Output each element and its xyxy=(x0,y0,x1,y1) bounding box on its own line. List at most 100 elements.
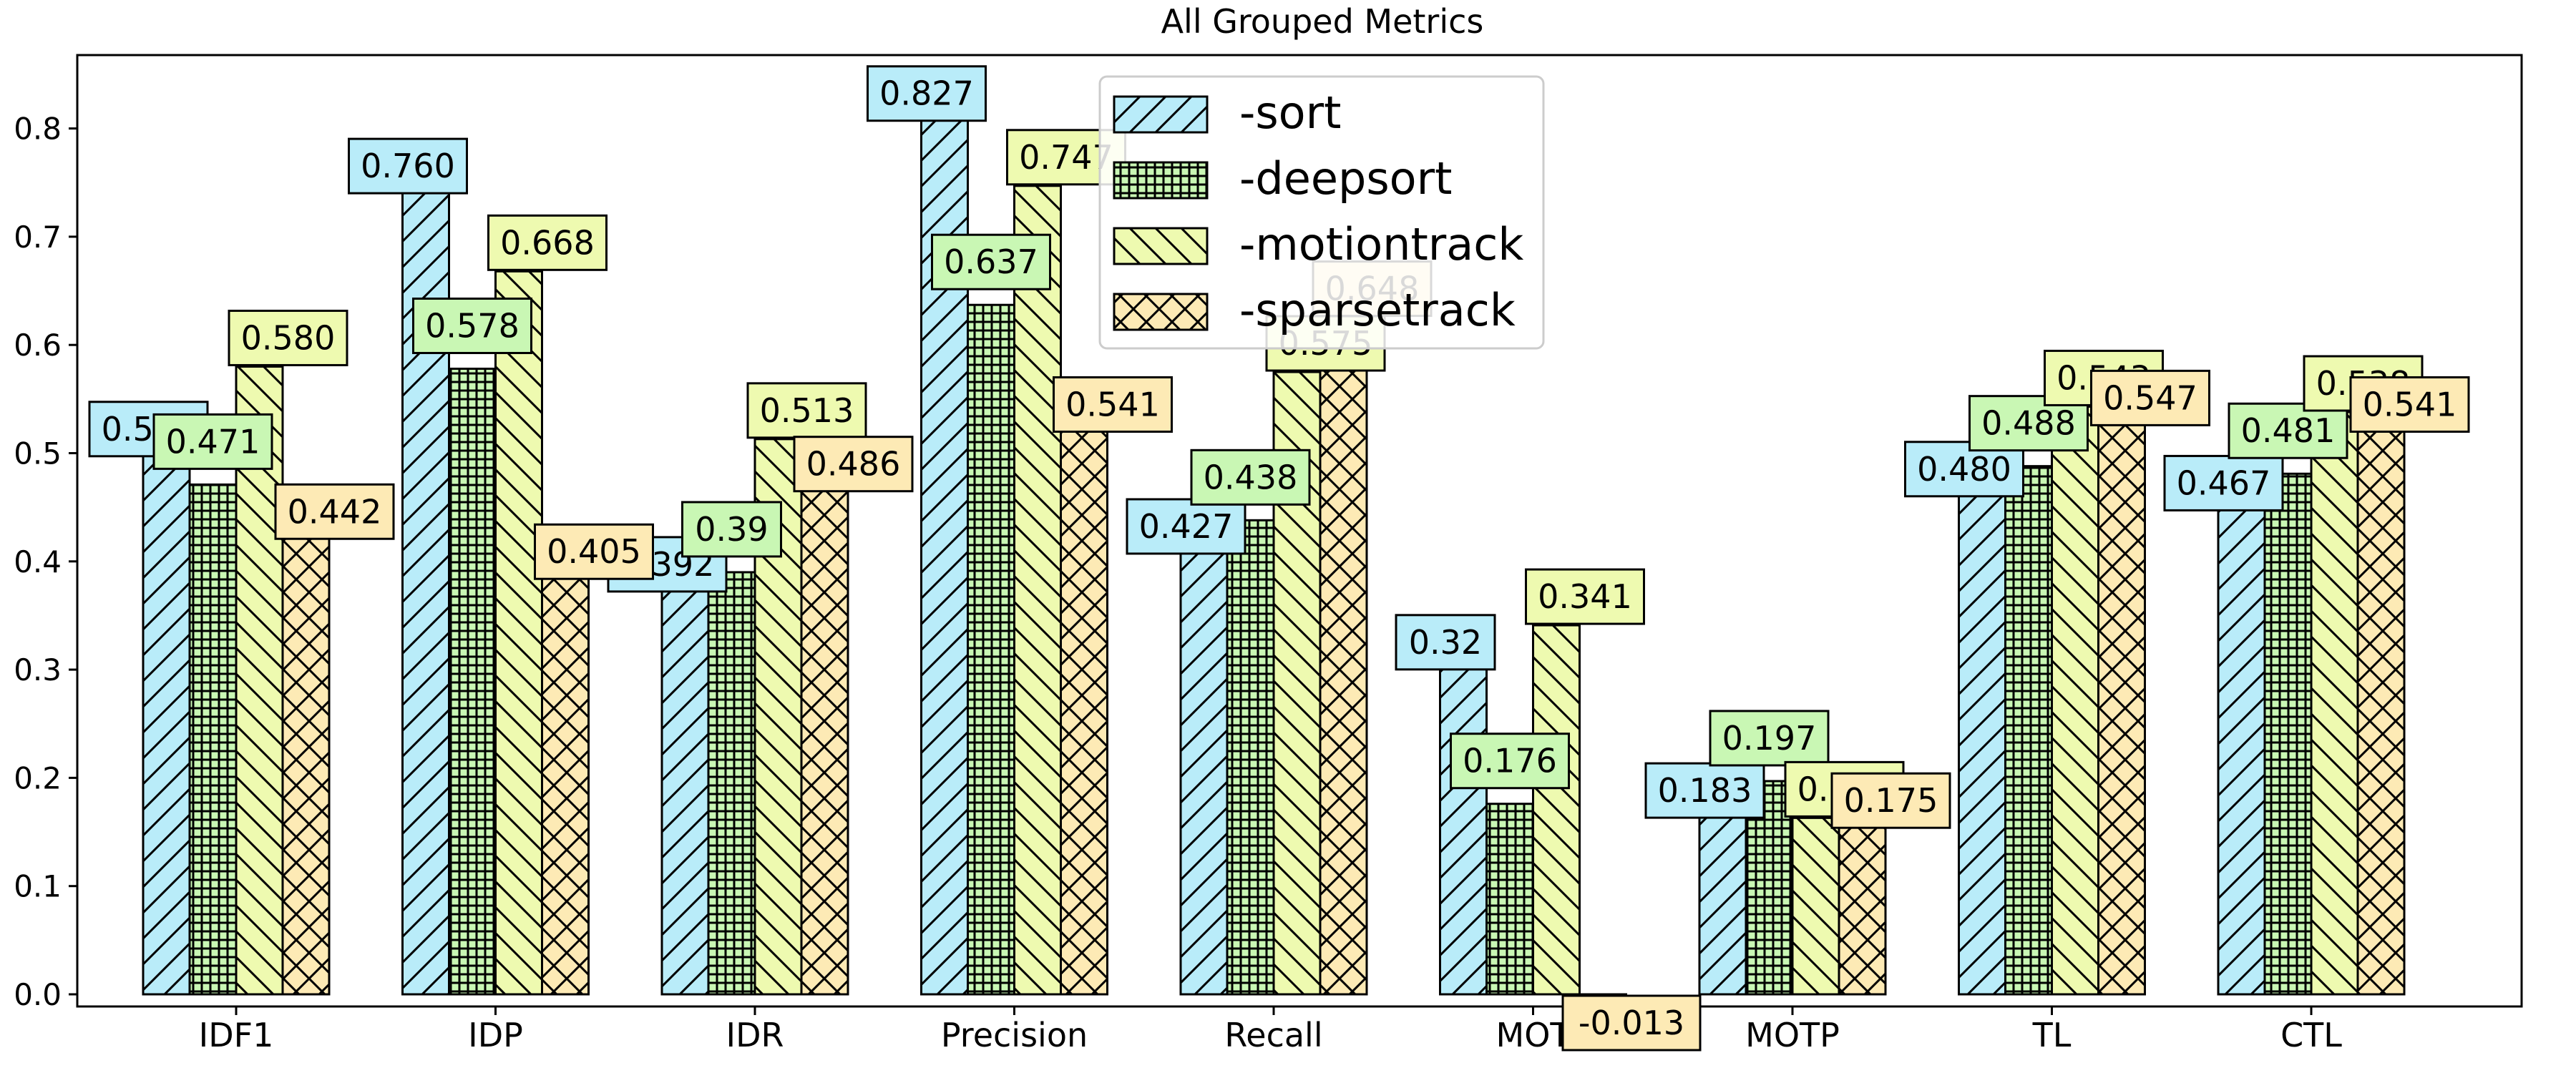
bar-sort-tl xyxy=(1958,474,2006,996)
data-label-sparsetrack-idr: 0.486 xyxy=(793,436,914,493)
svg-text:0.405: 0.405 xyxy=(547,532,641,571)
x-tick-label-ctl: CTL xyxy=(2280,1016,2342,1054)
svg-text:0.760: 0.760 xyxy=(361,147,455,185)
x-tick-label-mota: MOT xyxy=(1496,1016,1571,1054)
bar-motiontrack-precision xyxy=(1013,185,1062,996)
data-label-deepsort-idf1: 0.471 xyxy=(152,413,273,470)
bar-motiontrack-idf1 xyxy=(235,365,284,996)
y-tick-label: 0.4 xyxy=(14,544,62,579)
data-label-sort-mota: 0.32 xyxy=(1395,614,1496,671)
y-tick-label: 0.0 xyxy=(14,977,62,1012)
bar-sparsetrack-tl xyxy=(2097,401,2146,996)
svg-text:0.541: 0.541 xyxy=(2363,385,2457,423)
svg-text:0.471: 0.471 xyxy=(166,422,260,461)
x-tick-label-idr: IDR xyxy=(726,1016,784,1054)
svg-text:0.39: 0.39 xyxy=(695,510,768,549)
bar-sort-idr xyxy=(660,569,710,996)
y-tick-label: 0.8 xyxy=(14,112,62,147)
x-tick-label-idp: IDP xyxy=(468,1016,523,1054)
bar-sort-precision xyxy=(920,98,969,996)
bar-deepsort-idp xyxy=(448,367,497,996)
data-label-deepsort-idp: 0.578 xyxy=(412,297,532,354)
bar-sparsetrack-precision xyxy=(1060,407,1108,996)
bar-sort-recall xyxy=(1179,531,1229,996)
data-label-sort-recall: 0.427 xyxy=(1126,498,1246,555)
bar-sort-idf1 xyxy=(142,433,191,996)
x-tick-label-recall: Recall xyxy=(1224,1016,1322,1054)
svg-text:0.438: 0.438 xyxy=(1204,458,1298,496)
x-tick-label-precision: Precision xyxy=(941,1016,1088,1054)
data-label-deepsort-recall: 0.438 xyxy=(1190,449,1311,506)
bar-motiontrack-tl xyxy=(2051,405,2099,996)
data-label-motiontrack-idr: 0.513 xyxy=(746,382,867,439)
data-label-motiontrack-idp: 0.668 xyxy=(487,214,608,271)
y-tick-label: 0.7 xyxy=(14,220,62,255)
data-label-sort-ctl: 0.467 xyxy=(2163,454,2284,511)
bar-sort-idp xyxy=(401,170,450,996)
bar-motiontrack-mota xyxy=(1532,624,1581,996)
svg-text:0.747: 0.747 xyxy=(1019,138,1113,177)
bar-sparsetrack-idp xyxy=(541,554,590,996)
data-label-sort-precision: 0.827 xyxy=(867,65,987,122)
chart-title: All Grouped Metrics xyxy=(1161,2,1484,41)
bar-sparsetrack-idr xyxy=(800,467,849,996)
data-label-deepsort-mota: 0.176 xyxy=(1450,733,1570,790)
y-axis: 0.0 0.1 0.2 0.3 0.4 0.5 0.6 0.7 0.8 xyxy=(14,112,77,1012)
svg-text:0.827: 0.827 xyxy=(879,74,974,113)
data-label-motiontrack-mota: 0.341 xyxy=(1525,568,1645,625)
svg-text:0.442: 0.442 xyxy=(288,492,382,531)
bar-sparsetrack-recall xyxy=(1319,292,1368,996)
svg-text:0.486: 0.486 xyxy=(806,445,901,484)
svg-text:-sort: -sort xyxy=(1239,87,1341,139)
bar-sparsetrack-ctl xyxy=(2356,407,2406,996)
svg-text:0.513: 0.513 xyxy=(760,391,854,430)
svg-text:0.32: 0.32 xyxy=(1409,623,1482,662)
bar-sparsetrack-idf1 xyxy=(281,514,331,996)
bar-deepsort-tl xyxy=(2004,465,2053,996)
svg-text:-0.013: -0.013 xyxy=(1579,1004,1684,1042)
y-tick-label: 0.6 xyxy=(14,328,62,363)
svg-text:0.637: 0.637 xyxy=(944,242,1038,281)
bar-motiontrack-motp xyxy=(1791,816,1840,996)
data-label-sparsetrack-ctl: 0.541 xyxy=(2349,376,2470,433)
data-label-sparsetrack-idp: 0.405 xyxy=(534,523,654,580)
bar-deepsort-mota xyxy=(1485,803,1534,996)
bars-layer xyxy=(142,98,2406,1010)
data-label-sparsetrack-motp: 0.175 xyxy=(1830,772,1951,829)
legend-item-deepsort: -deepsort xyxy=(1113,152,1452,205)
bar-deepsort-precision xyxy=(967,303,1015,996)
bar-motiontrack-ctl xyxy=(2310,411,2359,996)
data-label-deepsort-motp: 0.197 xyxy=(1709,710,1830,767)
x-axis: IDF1 IDP IDR Precision Recall MOT MOTP TL CTL xyxy=(199,1006,2342,1054)
svg-text:0.183: 0.183 xyxy=(1658,771,1752,810)
svg-text:0.547: 0.547 xyxy=(2103,378,2197,417)
svg-text:0.488: 0.488 xyxy=(1981,404,2076,443)
y-tick-label: 0.5 xyxy=(14,436,62,471)
bar-deepsort-idr xyxy=(707,571,756,996)
svg-text:0.541: 0.541 xyxy=(1065,385,1160,423)
svg-text:-sparsetrack: -sparsetrack xyxy=(1239,284,1516,336)
svg-text:0.480: 0.480 xyxy=(1917,450,2011,489)
data-label-sparsetrack-idf1: 0.442 xyxy=(274,483,395,540)
legend-item-motiontrack: -motiontrack xyxy=(1113,218,1523,270)
svg-text:0.668: 0.668 xyxy=(500,223,595,262)
y-tick-label: 0.2 xyxy=(14,760,62,795)
data-label-sparsetrack-mota: -0.013 xyxy=(1561,994,1702,1052)
bar-motiontrack-idp xyxy=(494,270,543,996)
bar-sort-ctl xyxy=(2217,487,2266,996)
svg-text:0.341: 0.341 xyxy=(1538,577,1632,616)
legend-item-sparsetrack: -sparsetrack xyxy=(1113,284,1516,336)
data-label-sort-idp: 0.760 xyxy=(348,137,468,195)
x-tick-label-tl: TL xyxy=(2032,1016,2072,1054)
legend-frame xyxy=(1098,75,1545,350)
data-label-motiontrack-idf1: 0.580 xyxy=(228,309,348,366)
data-label-sort-motp: 0.183 xyxy=(1644,762,1765,819)
svg-text:0.578: 0.578 xyxy=(425,306,519,345)
svg-text:0.427: 0.427 xyxy=(1139,507,1234,546)
data-label-deepsort-precision: 0.637 xyxy=(931,233,1051,290)
x-tick-label-idf1: IDF1 xyxy=(199,1016,274,1054)
svg-text:-deepsort: -deepsort xyxy=(1239,152,1452,205)
svg-text:0.176: 0.176 xyxy=(1463,742,1557,780)
